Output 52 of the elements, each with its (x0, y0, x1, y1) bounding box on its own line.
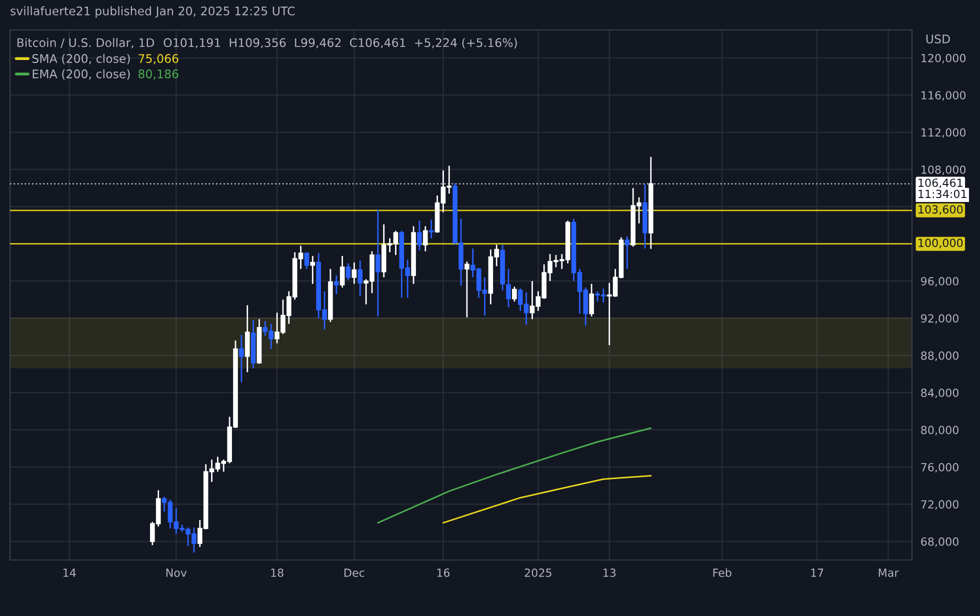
text: 11:34:01 (918, 190, 966, 198)
text: USD (926, 34, 950, 44)
y-tick-label: 80,000 (921, 426, 958, 436)
ref-line-label: 106,461 (918, 178, 962, 188)
candlestick (346, 262, 351, 281)
candlestick (624, 236, 630, 270)
candlestick (340, 255, 345, 288)
text: O101,191 H109,356 L99,462 C106,461 +5,224 (+5.16%) (164, 38, 517, 48)
y-tick-label: 96,000 (921, 277, 958, 287)
candlestick (376, 208, 380, 318)
candlestick (417, 220, 422, 252)
text: Bitcoin / U.S. Dollar, 1D (17, 38, 154, 48)
y-tick-label: 116,000 (922, 91, 966, 101)
y-tick-label: 112,000 (922, 128, 966, 138)
x-tick-label: Dec (344, 568, 364, 577)
y-tick-label: 92,000 (921, 314, 958, 324)
x-tick-label: 16 (437, 568, 450, 577)
legend-label: EMA (200, close) (32, 69, 130, 80)
candlestick (512, 286, 517, 302)
legend-label: SMA (200, close) (32, 54, 130, 64)
candlestick (464, 260, 470, 318)
y-tick-label: 76,000 (921, 462, 958, 473)
annotation: 75,066 (138, 54, 178, 64)
y-tick-label: 88,000 (921, 351, 958, 361)
x-tick-label: 17 (811, 568, 824, 577)
candlestick (352, 262, 357, 285)
candlestick (358, 260, 363, 297)
candlestick (310, 255, 316, 285)
y-tick-label: 84,000 (921, 388, 958, 398)
text: svillafuerte21 published Jan 20, 2025 12:25 UTC (10, 6, 295, 18)
x-tick-label: 14 (63, 568, 76, 577)
line-series (377, 427, 652, 524)
x-tick-label: 18 (271, 568, 284, 577)
ref-line-label: 103,600 (918, 205, 963, 215)
candlestick (304, 252, 310, 270)
x-tick-label: 13 (604, 568, 616, 577)
y-tick-label: 108,000 (922, 165, 966, 175)
candlestick (589, 283, 594, 318)
candlestick (334, 274, 339, 295)
x-tick-label: Feb (713, 568, 732, 577)
x-tick-label: 2025 (524, 568, 552, 577)
ref-line-label: 100,000 (918, 238, 963, 248)
y-tick-label: 120,000 (922, 54, 966, 64)
x-tick-label: Mar (878, 568, 899, 577)
x-tick-label: Nov (166, 568, 187, 577)
annotation: 80,186 (138, 69, 178, 80)
candlestick (423, 226, 428, 252)
y-tick-label: 68,000 (921, 537, 958, 547)
candlestick (239, 334, 244, 384)
line-series (442, 474, 652, 524)
y-tick-label: 72,000 (921, 500, 958, 510)
candlestick (428, 218, 434, 239)
